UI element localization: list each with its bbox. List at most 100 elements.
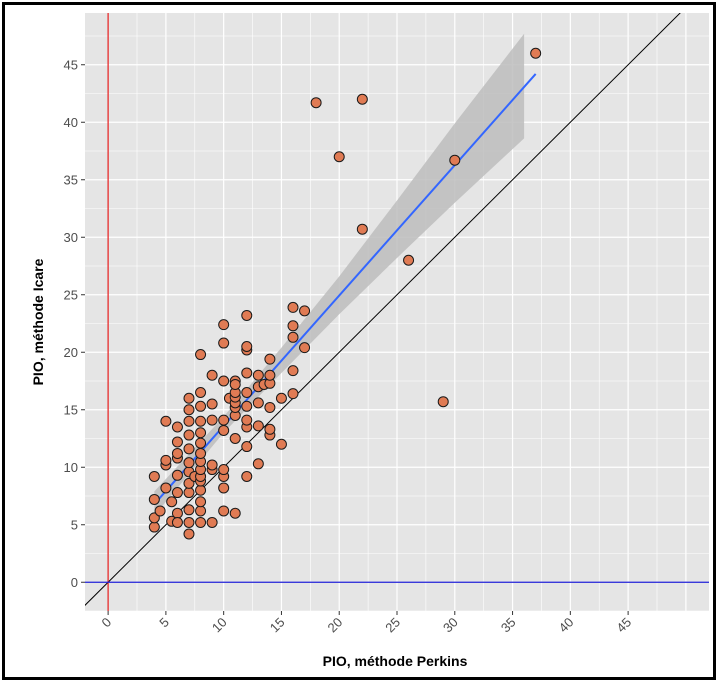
data-point [160, 454, 172, 466]
y-tick-label: 35 [64, 172, 78, 187]
data-point [183, 404, 195, 416]
data-point [530, 47, 542, 59]
regression-line [153, 73, 537, 505]
data-point [229, 507, 241, 519]
identity-line [85, 13, 681, 606]
data-point [287, 365, 299, 377]
data-point [206, 516, 218, 528]
data-point [449, 154, 461, 166]
data-point [183, 516, 195, 528]
y-tick-label: 30 [64, 230, 78, 245]
data-point [229, 433, 241, 444]
x-tick-label: 15 [267, 615, 288, 636]
x-tick-label: 10 [209, 615, 230, 636]
y-tick-label: 5 [71, 517, 78, 532]
data-point [252, 420, 264, 432]
data-point [241, 341, 253, 352]
data-point [299, 305, 311, 317]
data-point [218, 337, 230, 349]
data-point [218, 424, 230, 436]
x-axis-title: PIO, méthode Perkins [323, 653, 468, 669]
data-point [241, 387, 253, 398]
data-point [241, 309, 253, 321]
data-point [166, 496, 178, 508]
data-point [241, 400, 253, 412]
data-point [195, 387, 207, 398]
x-axis-ticks: 0 5 10 15 20 25 30 35 40 45 [99, 611, 634, 636]
y-tick-label: 25 [64, 287, 78, 302]
data-point [264, 369, 276, 381]
data-point [195, 349, 207, 361]
data-point [183, 443, 195, 455]
data-point [252, 397, 264, 409]
x-tick-label: 25 [382, 615, 403, 636]
data-point [206, 459, 218, 471]
data-point [299, 342, 311, 354]
data-point [206, 414, 218, 426]
y-tick-label: 20 [64, 345, 78, 360]
data-point [218, 414, 230, 426]
data-point [171, 516, 183, 528]
data-point [218, 505, 230, 517]
data-point [252, 369, 264, 381]
y-axis-title: PIO, méthode Icare [30, 258, 46, 385]
data-point [195, 437, 207, 449]
data-point [218, 482, 230, 494]
data-point [333, 151, 345, 163]
data-point [171, 447, 183, 459]
data-point [403, 254, 415, 266]
x-tick-label: 40 [556, 615, 577, 636]
data-point [148, 493, 160, 505]
data-point [229, 378, 241, 390]
data-point [183, 504, 195, 516]
data-point [264, 353, 276, 365]
data-point [195, 447, 207, 459]
x-tick-label: 45 [613, 615, 634, 636]
data-point [183, 457, 195, 469]
data-point [287, 331, 299, 343]
data-point [171, 436, 183, 448]
data-point [241, 441, 253, 453]
data-point [264, 423, 276, 435]
x-tick-label: 5 [156, 615, 172, 631]
data-point [183, 429, 195, 441]
data-point [183, 415, 195, 427]
x-tick-label: 20 [325, 615, 346, 636]
y-tick-label: 40 [64, 115, 78, 130]
data-point [195, 484, 207, 496]
data-point [275, 392, 287, 404]
scatter-chart: 0 5 10 15 20 25 30 35 40 45 0 5 10 15 20 25 30 35 40 45 PI… [30, 13, 709, 669]
data-point [148, 470, 160, 482]
data-point [287, 301, 299, 313]
data-point [252, 458, 264, 470]
data-point [287, 388, 299, 400]
data-point [287, 320, 299, 332]
data-point [171, 469, 183, 481]
data-point [437, 396, 449, 408]
data-point [160, 482, 172, 494]
data-point [356, 223, 368, 235]
y-tick-label: 10 [64, 460, 78, 475]
data-point [264, 401, 276, 413]
data-point [195, 496, 207, 508]
data-point [195, 415, 207, 427]
y-tick-label: 0 [71, 575, 78, 590]
data-point [195, 516, 207, 528]
y-tick-label: 45 [64, 57, 78, 72]
data-point [356, 93, 368, 105]
data-point [241, 414, 253, 426]
data-point [275, 438, 287, 450]
data-point [183, 392, 195, 404]
data-points [148, 47, 542, 540]
data-point [183, 487, 195, 499]
data-point [154, 505, 166, 517]
data-point [160, 415, 172, 427]
x-tick-label: 30 [440, 615, 461, 636]
data-point [195, 505, 207, 517]
data-point [195, 427, 207, 439]
data-point [310, 97, 322, 109]
data-point [206, 398, 218, 410]
data-point [148, 521, 160, 533]
data-point [206, 369, 218, 381]
